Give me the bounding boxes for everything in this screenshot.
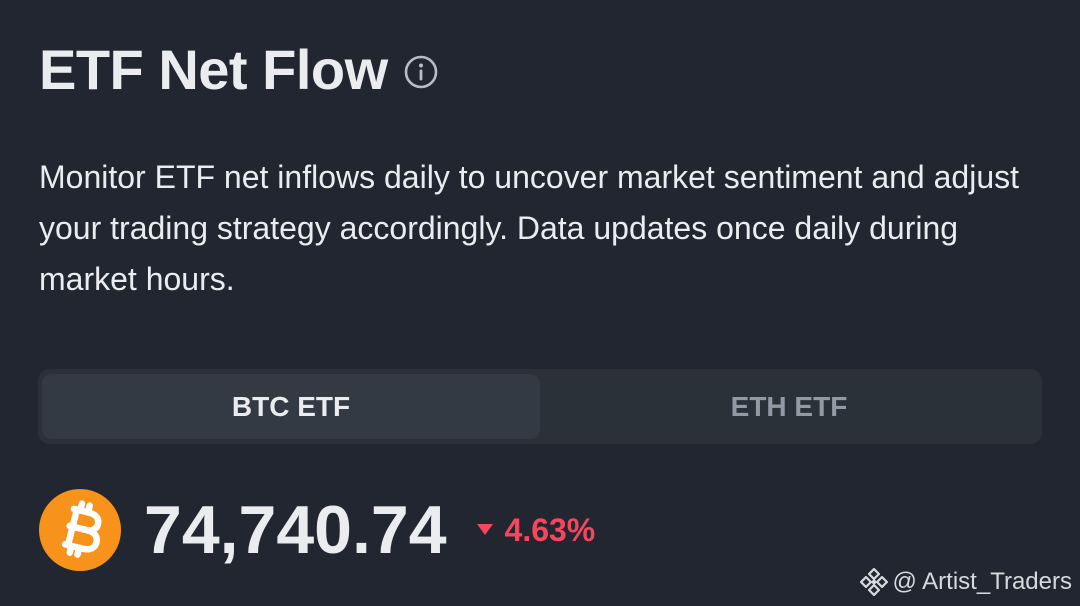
- btc-price: 74,740.74: [144, 492, 447, 568]
- watermark-text: @ Artist_Traders: [892, 568, 1072, 595]
- etf-tab-bar: BTC ETF ETH ETF: [38, 369, 1042, 444]
- price-change-value: 4.63%: [504, 511, 596, 548]
- info-circle-icon[interactable]: [404, 55, 438, 89]
- triangle-down-icon: [476, 524, 493, 535]
- header: ETF Net Flow: [39, 36, 438, 104]
- price-change: 4.63%: [476, 511, 596, 549]
- tab-eth-etf[interactable]: ETH ETF: [730, 390, 848, 422]
- tab-btc-etf[interactable]: BTC ETF: [42, 374, 540, 439]
- ticker-row: 74,740.74 4.63%: [38, 488, 595, 572]
- binance-logo-icon: [860, 568, 889, 596]
- watermark: @ Artist_Traders: [860, 568, 1072, 596]
- page-description: Monitor ETF net inflows daily to uncover…: [39, 159, 1019, 297]
- page-title: ETF Net Flow: [39, 38, 388, 101]
- bitcoin-icon: [39, 489, 121, 571]
